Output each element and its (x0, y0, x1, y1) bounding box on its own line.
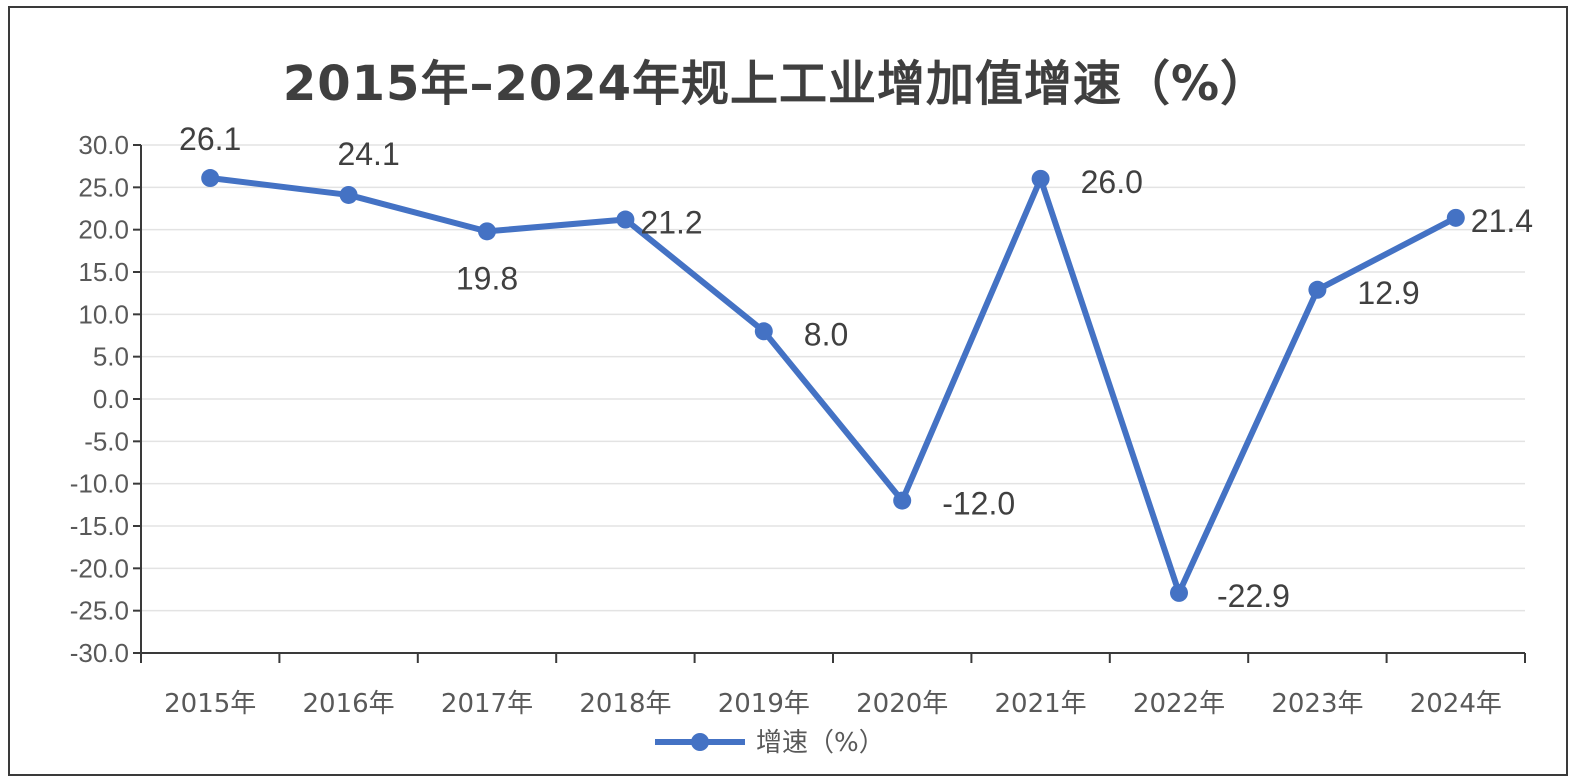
legend-label: 增速（%） (756, 728, 885, 758)
data-point (201, 169, 220, 188)
y-tick-label: -30.0 (70, 638, 129, 668)
chart-frame (8, 6, 1568, 776)
data-label: -12.0 (942, 486, 1015, 522)
y-tick-label: -10.0 (70, 469, 129, 499)
gridlines (141, 144, 1525, 612)
data-point (1170, 583, 1188, 602)
data-point (478, 222, 496, 241)
data-label: 21.4 (1471, 203, 1533, 239)
x-tick-label: 2021年 (995, 689, 1087, 719)
data-point (339, 185, 358, 204)
data-label: 26.0 (1081, 164, 1143, 200)
series-line (207, 175, 1459, 596)
data-point (893, 491, 912, 510)
data-label: 21.2 (640, 205, 702, 241)
y-tick-label: 10.0 (78, 299, 129, 329)
data-label: 12.9 (1357, 275, 1419, 311)
y-tick-label: 5.0 (93, 342, 129, 372)
chart-title: 2015年–2024年规上工业增加值增速（%） (282, 56, 1270, 112)
x-tick-label: 2020年 (856, 689, 948, 719)
y-tick-label: 30.0 (78, 130, 129, 160)
data-point (1446, 208, 1465, 227)
legend-marker (691, 733, 709, 751)
legend: 增速（%） (655, 728, 885, 758)
data-point (1031, 169, 1050, 188)
series-layer (201, 169, 1465, 602)
y-tick-label: -20.0 (70, 553, 129, 583)
y-tick-label: -5.0 (84, 426, 129, 456)
y-tick-label: -25.0 (70, 596, 129, 626)
data-point (1308, 280, 1327, 299)
axes: 30.0 25.0 20.0 15.0 10.0 5.0 0.0 -5.0 -10.0 -15.0… (70, 130, 1526, 719)
x-tick-label: 2018年 (579, 689, 671, 719)
data-label: 24.1 (337, 136, 399, 172)
y-tick-label: 25.0 (78, 172, 129, 202)
x-tick-label: 2016年 (303, 689, 395, 719)
x-tick-label: 2022年 (1133, 689, 1225, 719)
data-label: 19.8 (456, 260, 518, 296)
data-labels: 26.1 24.1 19.8 21.2 8.0 -12.0 26.0 -22.9 12.9 21.… (179, 121, 1533, 614)
data-label: -22.9 (1217, 578, 1290, 614)
data-label: 8.0 (804, 316, 848, 352)
y-tick-label: 15.0 (78, 257, 129, 287)
x-tick-label: 2019年 (718, 689, 810, 719)
data-label: 26.1 (179, 121, 241, 157)
y-tick-label: -15.0 (70, 511, 129, 541)
y-tick-label: 20.0 (78, 215, 129, 245)
x-tick-label: 2015年 (164, 689, 256, 719)
data-point (754, 322, 773, 341)
y-tick-label: 0.0 (93, 384, 129, 414)
x-tick-label: 2024年 (1410, 689, 1502, 719)
x-tick-label: 2017年 (441, 689, 533, 719)
x-tick-label: 2023年 (1271, 689, 1363, 719)
data-point (616, 210, 635, 229)
